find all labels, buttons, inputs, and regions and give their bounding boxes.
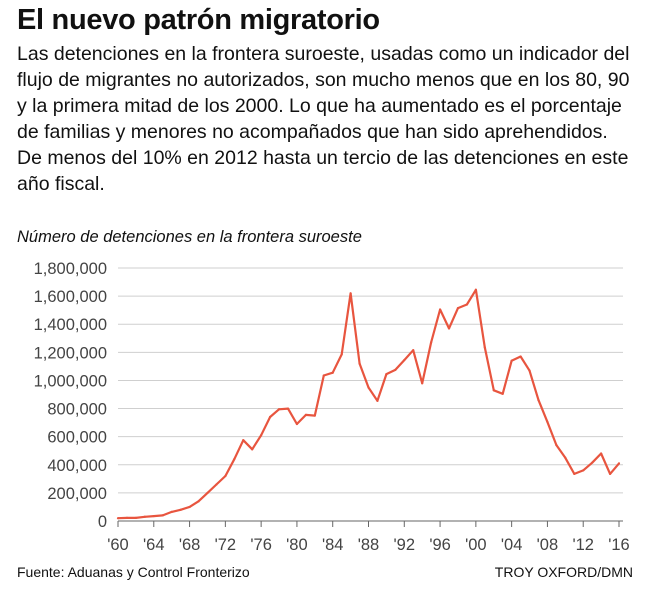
data-point bbox=[188, 505, 191, 509]
data-point bbox=[600, 452, 603, 455]
data-point bbox=[537, 399, 540, 402]
data-point bbox=[546, 420, 549, 424]
data-point bbox=[313, 414, 316, 417]
data-point bbox=[331, 371, 334, 374]
data-point bbox=[617, 462, 621, 465]
data-point bbox=[242, 439, 245, 442]
data-point bbox=[582, 469, 585, 472]
data-point bbox=[421, 382, 424, 385]
y-tick-label: 200,000 bbox=[47, 485, 107, 503]
y-axis-tick-labels: 0 200,000 400,000 600,000 800,000 1,000,000 1,… bbox=[34, 260, 107, 531]
y-tick-label: 1,200,000 bbox=[34, 344, 107, 362]
data-point bbox=[251, 448, 254, 451]
data-point bbox=[608, 472, 612, 476]
data-point bbox=[340, 353, 343, 356]
x-tick-label: '00 bbox=[465, 536, 487, 554]
x-tick-label: '04 bbox=[501, 536, 523, 554]
data-point bbox=[322, 374, 325, 377]
page-title: El nuevo patrón migratorio bbox=[17, 4, 380, 36]
data-point bbox=[277, 408, 281, 411]
data-point bbox=[430, 341, 433, 344]
data-point bbox=[555, 444, 558, 447]
data-point bbox=[125, 516, 129, 520]
x-tick-label: '16 bbox=[608, 536, 630, 554]
data-point bbox=[412, 349, 415, 352]
data-point bbox=[483, 346, 486, 349]
x-tick-label: '76 bbox=[250, 536, 272, 554]
data-point bbox=[573, 472, 576, 476]
data-point bbox=[528, 369, 531, 372]
data-point bbox=[438, 308, 442, 311]
x-tick-label: '64 bbox=[143, 536, 165, 554]
y-tick-label: 0 bbox=[98, 513, 107, 531]
data-point bbox=[492, 389, 495, 392]
x-tick-label: '92 bbox=[394, 536, 416, 554]
x-tick-label: '72 bbox=[215, 536, 237, 554]
data-point bbox=[519, 355, 522, 358]
data-point bbox=[295, 422, 299, 426]
data-point bbox=[367, 386, 370, 389]
data-point bbox=[349, 292, 352, 295]
x-tick-label: '68 bbox=[179, 536, 201, 554]
data-point bbox=[564, 456, 567, 459]
chart-series bbox=[116, 288, 621, 520]
x-tick-label: '08 bbox=[537, 536, 559, 554]
chart-gridlines bbox=[118, 267, 623, 522]
y-tick-label: 400,000 bbox=[47, 457, 107, 475]
y-tick-label: 1,000,000 bbox=[34, 372, 107, 390]
data-point bbox=[179, 508, 182, 511]
x-tick-label: '80 bbox=[286, 536, 308, 554]
data-point bbox=[591, 461, 594, 464]
data-point bbox=[385, 373, 388, 376]
data-point bbox=[286, 407, 290, 410]
data-point bbox=[510, 359, 513, 362]
data-point bbox=[376, 399, 379, 402]
data-point bbox=[152, 514, 155, 518]
data-point bbox=[233, 458, 236, 461]
data-point bbox=[447, 327, 451, 330]
data-point bbox=[206, 491, 209, 494]
x-tick-label: '60 bbox=[107, 536, 129, 554]
data-point bbox=[358, 362, 361, 365]
source-note: Fuente: Aduanas y Control Fronterizo bbox=[17, 564, 250, 580]
page-subtitle: Las detenciones en la frontera suroeste,… bbox=[17, 43, 630, 195]
data-point bbox=[465, 303, 469, 306]
data-point bbox=[116, 517, 120, 520]
data-point bbox=[403, 358, 406, 362]
data-point bbox=[268, 415, 272, 419]
data-point bbox=[456, 306, 460, 310]
data-point bbox=[304, 413, 307, 416]
data-point bbox=[260, 434, 263, 437]
y-tick-label: 1,400,000 bbox=[34, 316, 107, 334]
x-tick-label: '12 bbox=[572, 536, 594, 554]
y-tick-label: 1,800,000 bbox=[34, 260, 107, 278]
y-tick-label: 1,600,000 bbox=[34, 288, 107, 306]
data-point bbox=[474, 288, 477, 291]
x-axis-tick-labels: '60 '64 '68 '72 '76 '80 '84 '88 '92 '96 '00 '04 '08 '… bbox=[107, 521, 630, 554]
data-point bbox=[394, 368, 397, 372]
data-point bbox=[197, 500, 200, 503]
credit-note: TROY OXFORD/DMN bbox=[494, 564, 633, 580]
data-point bbox=[161, 514, 164, 517]
x-tick-label: '84 bbox=[322, 536, 344, 554]
x-tick-label: '96 bbox=[429, 536, 451, 554]
x-tick-label: '88 bbox=[358, 536, 380, 554]
data-point bbox=[134, 516, 137, 520]
y-tick-label: 600,000 bbox=[47, 429, 107, 447]
data-point bbox=[501, 392, 504, 395]
data-point bbox=[143, 515, 146, 518]
data-point bbox=[170, 510, 173, 513]
y-tick-label: 800,000 bbox=[47, 401, 107, 419]
chart-title: Número de detenciones en la frontera sur… bbox=[17, 228, 362, 246]
data-point bbox=[224, 474, 227, 478]
data-point bbox=[215, 483, 218, 486]
